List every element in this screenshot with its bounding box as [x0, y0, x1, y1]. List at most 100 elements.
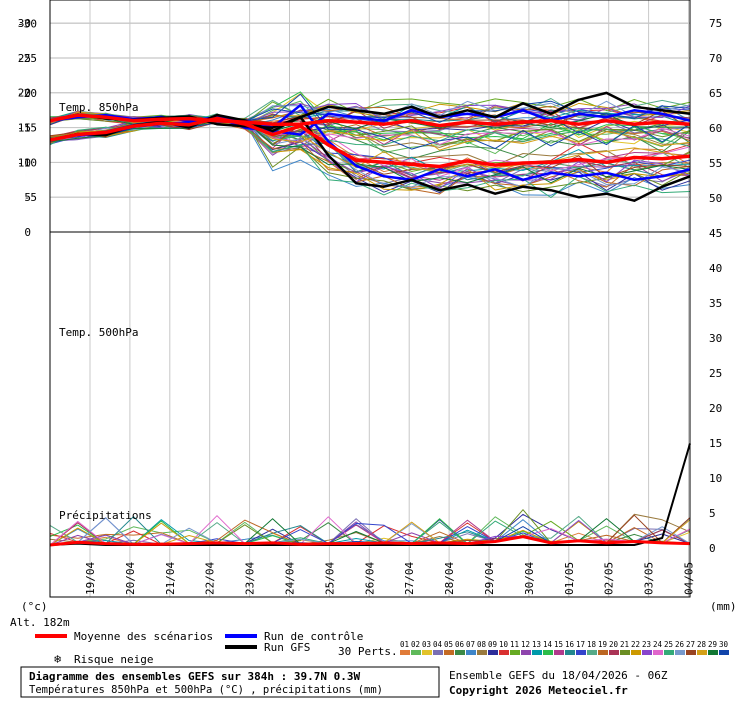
left-tick-label: -25 [17, 52, 37, 65]
right-tick-label: 70 [709, 52, 722, 65]
pert-swatch [499, 650, 509, 655]
pert-number: 08 [477, 640, 487, 649]
pert-swatch [719, 650, 729, 655]
right-tick-label: 15 [709, 437, 722, 450]
pert-swatch [642, 650, 652, 655]
left-tick-label: -10 [17, 156, 37, 169]
left-unit-label: (°c) [21, 600, 48, 613]
pert-number: 13 [532, 640, 541, 649]
pert-number: 07 [466, 640, 475, 649]
pert-number: 09 [488, 640, 497, 649]
pert-swatch [697, 650, 707, 655]
pert-swatch [444, 650, 454, 655]
date-label: 23/04 [244, 562, 257, 595]
left-tick-label: 20 [18, 87, 31, 100]
left-tick-label: 5 [24, 191, 31, 204]
panel-label-t850: Temp. 850hPa [59, 101, 138, 114]
pert-swatch [686, 650, 696, 655]
right-tick-label: 55 [709, 157, 722, 170]
pert-number: 27 [686, 640, 695, 649]
pert-swatch [422, 650, 432, 655]
date-label: 24/04 [284, 562, 297, 595]
footer-subtitle: Températures 850hPa et 500hPa (°C) , pré… [29, 684, 383, 696]
date-label: 28/04 [443, 562, 456, 595]
right-tick-label: 20 [709, 402, 722, 415]
right-tick-label: 75 [709, 17, 722, 30]
legend-gfs-label: Run GFS [264, 641, 310, 654]
right-tick-label: 35 [709, 297, 722, 310]
date-label: 21/04 [164, 562, 177, 595]
pert-swatch [609, 650, 619, 655]
date-label: 27/04 [403, 562, 416, 595]
pert-swatch [653, 650, 663, 655]
pert-number: 23 [642, 640, 651, 649]
date-label: 26/04 [363, 562, 376, 595]
footer-run: Ensemble GEFS du 18/04/2026 - 06Z [449, 669, 668, 682]
pert-number: 22 [631, 640, 640, 649]
right-tick-label: 25 [709, 367, 722, 380]
pert-number: 26 [675, 640, 685, 649]
left-tick-label: -15 [17, 122, 37, 135]
legend-perts-label: 30 Perts. [338, 645, 398, 658]
snowflake-icon: ❄ [54, 652, 61, 666]
legend-snow-label: Risque neige [74, 653, 153, 666]
pert-number: 30 [719, 640, 729, 649]
date-label: 22/04 [204, 562, 217, 595]
panel-label-t500: Temp. 500hPa [59, 326, 138, 339]
mean-line-t500 [49, 113, 691, 128]
pert-swatch [477, 650, 487, 655]
footer-title: Diagramme des ensembles GEFS sur 384h : … [29, 670, 361, 683]
pert-number: 05 [444, 640, 453, 649]
pert-number: 17 [576, 640, 585, 649]
grid-layer [50, 0, 690, 597]
date-label: 29/04 [483, 562, 496, 595]
pert-swatch [664, 650, 674, 655]
legend-layer: Moyenne des scénarios Run de contrôleRun … [35, 630, 729, 666]
date-label: 20/04 [124, 562, 137, 595]
pert-number: 24 [653, 640, 663, 649]
pert-swatch [543, 650, 553, 655]
pert-number: 28 [697, 640, 707, 649]
left-tick-label: -30 [17, 17, 37, 30]
date-label: 19/04 [84, 562, 97, 595]
pert-swatch [576, 650, 586, 655]
pert-number: 16 [565, 640, 575, 649]
pert-number: 19 [598, 640, 607, 649]
left-tick-label: 30 [18, 17, 31, 30]
pert-number: 29 [708, 640, 717, 649]
pert-swatch [455, 650, 465, 655]
date-label: 04/05 [683, 562, 696, 595]
date-label: 25/04 [323, 562, 336, 595]
pert-number: 10 [499, 640, 509, 649]
date-label: 03/05 [643, 562, 656, 595]
pert-number: 01 [400, 640, 409, 649]
pert-line-t500 [49, 98, 691, 124]
pert-swatch [554, 650, 564, 655]
pert-swatch [598, 650, 608, 655]
pert-swatch [510, 650, 520, 655]
date-label: 02/05 [603, 562, 616, 595]
right-tick-label: 5 [709, 507, 716, 520]
pert-number: 11 [510, 640, 519, 649]
left-tick-label: 25 [18, 52, 31, 65]
right-tick-label: 45 [709, 227, 722, 240]
altitude-label: Alt. 182m [10, 616, 70, 629]
pert-number: 03 [422, 640, 431, 649]
right-tick-label: 10 [709, 472, 722, 485]
right-tick-label: 65 [709, 87, 722, 100]
pert-number: 14 [543, 640, 553, 649]
right-tick-label: 40 [709, 262, 722, 275]
left-tick-label: -20 [17, 87, 37, 100]
pert-line-t850 [49, 119, 691, 184]
axis-layer: 302520151050-5-10-15-20-25-30-35-40-4575… [17, 17, 722, 595]
pert-swatch [587, 650, 597, 655]
pert-swatch [411, 650, 421, 655]
pert-swatch [433, 650, 443, 655]
left-tick-label: -5 [24, 191, 37, 204]
left-tick-label: 0 [24, 226, 31, 239]
pert-number: 12 [521, 640, 530, 649]
pert-swatch [488, 650, 498, 655]
pert-swatch [565, 650, 575, 655]
